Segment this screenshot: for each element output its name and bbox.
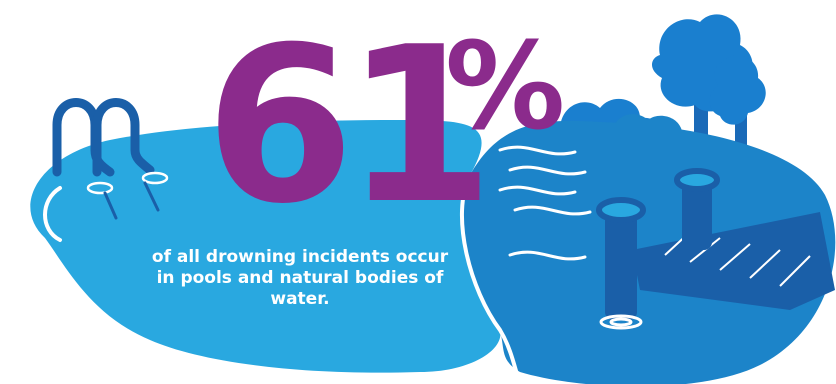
stat-number: 61: [205, 0, 494, 251]
headline-stat: 61 %: [205, 18, 565, 233]
stat-caption: of all drowning incidents occur in pools…: [151, 247, 449, 309]
pool-ladder-icon: [52, 98, 169, 220]
stat-unit: %: [445, 18, 566, 157]
dock-icon: [596, 168, 835, 330]
